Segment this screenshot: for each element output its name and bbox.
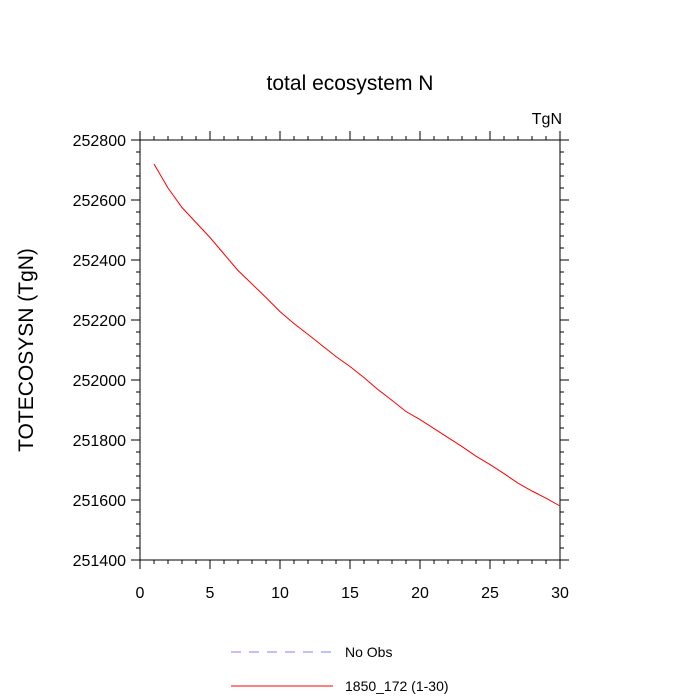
x-tick-label: 0: [136, 585, 145, 602]
x-tick-label: 30: [551, 585, 569, 602]
legend-label-1: 1850_172 (1-30): [345, 678, 449, 694]
y-tick-label: 251600: [73, 493, 126, 510]
y-tick-label: 252800: [73, 133, 126, 150]
series-line-1: [153, 163, 561, 507]
x-tick-label: 5: [206, 585, 215, 602]
chart-title: total ecosystem N: [267, 72, 434, 95]
y-tick-label: 251800: [73, 433, 126, 450]
axis-ticks: [131, 131, 569, 569]
plot-frame: [139, 139, 561, 561]
series-layer: [153, 163, 561, 507]
x-tick-label: 25: [481, 585, 499, 602]
legend-label-0: No Obs: [345, 644, 392, 660]
x-tick-label: 10: [271, 585, 289, 602]
y-tick-label: 252600: [73, 193, 126, 210]
units-label: TgN: [532, 111, 562, 128]
legend: No Obs 1850_172 (1-30): [231, 644, 449, 694]
y-tick-label: 252400: [73, 253, 126, 270]
y-tick-label: 252200: [73, 313, 126, 330]
axis-tick-labels: 0 5 10 15 20 25 30 251400 251600 251800 252000 2522…: [73, 133, 569, 602]
x-tick-label: 20: [411, 585, 429, 602]
y-tick-label: 252000: [73, 373, 126, 390]
y-tick-label: 251400: [73, 553, 126, 570]
y-axis-label: TOTECOSYSN (TgN): [15, 248, 38, 452]
x-tick-label: 15: [341, 585, 359, 602]
